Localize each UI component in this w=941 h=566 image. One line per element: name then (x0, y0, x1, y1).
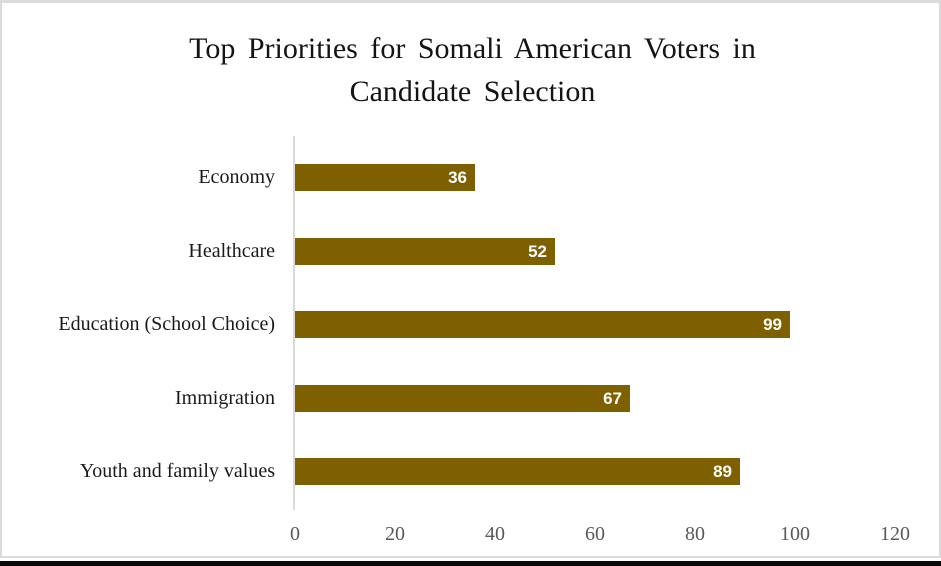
x-axis-tick-label: 80 (685, 523, 705, 545)
bar-value-label: 99 (763, 314, 782, 334)
bar-healthcare: 52 (295, 238, 555, 265)
x-axis-tick-label: 100 (780, 523, 810, 545)
bar-value-label: 67 (603, 388, 622, 408)
x-axis-tick-label: 120 (880, 523, 910, 545)
category-label: Economy (198, 166, 275, 188)
bar-education-school-choice: 99 (295, 311, 790, 338)
x-axis-tick-label: 40 (485, 523, 505, 545)
category-label: Youth and family values (79, 460, 275, 482)
x-axis-tick-label: 0 (290, 523, 300, 545)
bar-value-label: 89 (713, 461, 732, 481)
bar-youth-and-family-values: 89 (295, 458, 740, 485)
bar-value-label: 52 (528, 241, 547, 261)
y-axis-line (293, 136, 295, 510)
category-label: Education (School Choice) (58, 313, 275, 335)
bar-value-label: 36 (448, 167, 467, 187)
bottom-border-rule (0, 561, 941, 566)
chart-title-line-2: Candidate Selection (349, 75, 596, 108)
chart-title-line-1: Top Priorities for Somali American Voter… (189, 32, 756, 65)
bar-immigration: 67 (295, 385, 630, 412)
bar-economy: 36 (295, 164, 475, 191)
category-label: Healthcare (188, 240, 275, 262)
category-label: Immigration (175, 387, 275, 409)
chart-title: Top Priorities for Somali American Voter… (2, 27, 941, 113)
x-axis-tick-label: 60 (585, 523, 605, 545)
x-axis-tick-label: 20 (385, 523, 405, 545)
